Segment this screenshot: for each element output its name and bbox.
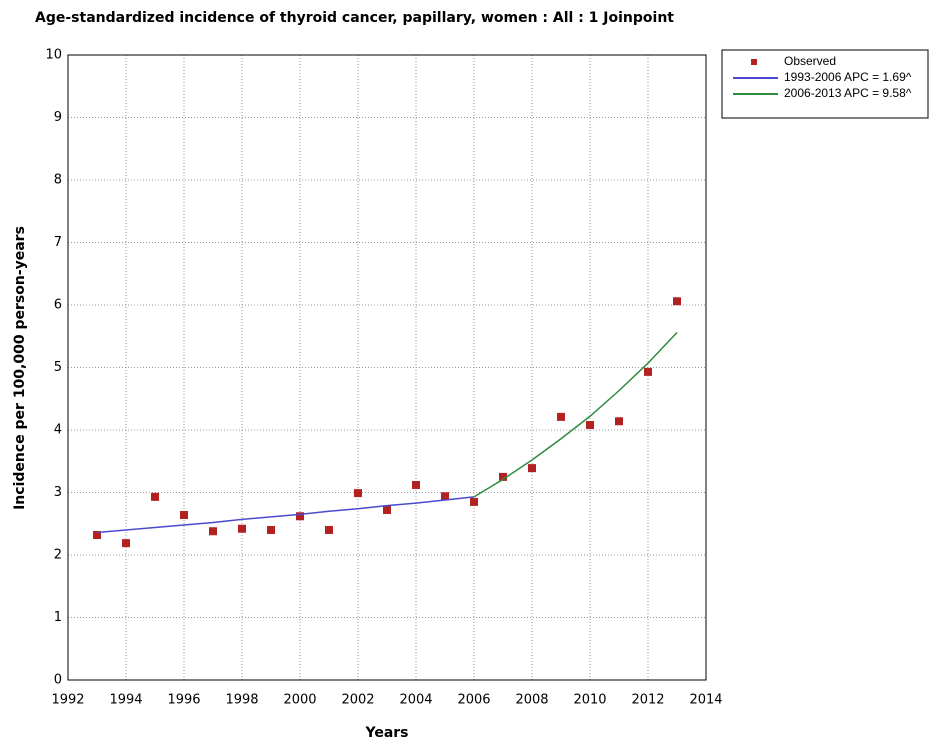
y-tick-label: 8: [54, 173, 62, 188]
x-tick-label: 1996: [167, 693, 200, 708]
data-point: [499, 472, 507, 481]
legend-marker: [751, 59, 757, 65]
trend-line: [96, 496, 475, 534]
legend-label: 1993-2006 APC = 1.69^: [784, 70, 912, 84]
x-tick-label: 2012: [631, 693, 664, 708]
x-axis-label: Years: [364, 725, 408, 741]
data-point: [325, 526, 333, 534]
x-tick-label: 2006: [457, 693, 490, 708]
y-tick-label: 0: [54, 673, 62, 688]
x-tick-label: 2002: [341, 693, 374, 708]
plot-frame: [67, 54, 707, 681]
y-tick-label: 5: [54, 360, 62, 375]
x-tick-label: 2014: [689, 693, 722, 708]
data-point: [93, 531, 101, 539]
x-tick-label: 1994: [109, 693, 142, 708]
data-point: [412, 481, 420, 489]
data-point: [238, 524, 246, 533]
data-point: [180, 511, 188, 519]
data-point: [151, 492, 159, 501]
x-tick-label: 2000: [283, 693, 316, 708]
x-tick-label: 1992: [51, 693, 84, 708]
data-point: [557, 412, 565, 421]
data-point: [528, 464, 536, 473]
data-point: [267, 526, 275, 534]
data-point: [354, 489, 362, 498]
y-tick-label: 4: [54, 423, 62, 438]
data-point: [383, 506, 391, 514]
data-point: [615, 417, 623, 426]
data-point: [296, 512, 304, 521]
y-tick-label: 2: [54, 548, 62, 563]
y-tick-label: 7: [54, 235, 62, 250]
y-tick-label: 6: [54, 298, 62, 313]
x-tick-label: 2004: [399, 693, 432, 708]
data-point: [586, 421, 594, 429]
chart-title: Age-standardized incidence of thyroid ca…: [35, 10, 674, 26]
x-tick-label: 1998: [225, 693, 258, 708]
y-tick-label: 9: [54, 110, 62, 125]
data-point: [441, 492, 449, 501]
legend-label: Observed: [784, 54, 836, 68]
data-point: [644, 367, 652, 376]
trend-line: [473, 331, 678, 498]
y-axis-label: Incidence per 100,000 person-years: [12, 226, 28, 510]
y-tick-label: 1: [54, 610, 62, 625]
x-tick-label: 2010: [573, 693, 606, 708]
y-tick-label: 3: [54, 485, 62, 500]
data-point: [470, 497, 478, 506]
data-point: [673, 297, 681, 306]
legend-label: 2006-2013 APC = 9.58^: [784, 86, 912, 100]
data-point: [122, 539, 130, 548]
x-tick-label: 2008: [515, 693, 548, 708]
data-point: [209, 527, 217, 536]
y-tick-label: 10: [45, 48, 62, 63]
